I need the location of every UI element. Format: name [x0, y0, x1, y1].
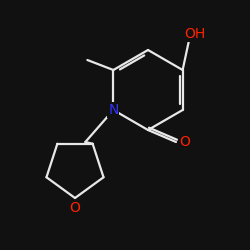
- Text: O: O: [180, 135, 190, 149]
- Text: N: N: [108, 103, 118, 117]
- Text: OH: OH: [184, 27, 205, 41]
- Text: O: O: [70, 201, 80, 215]
